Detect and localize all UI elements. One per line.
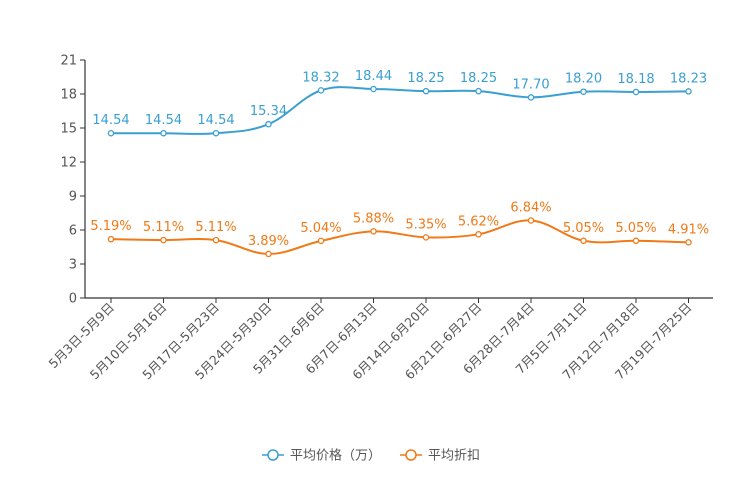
data-point bbox=[370, 228, 377, 235]
y-tick-label: 18 bbox=[60, 88, 77, 103]
data-point bbox=[160, 129, 167, 137]
data-label: 18.44 bbox=[355, 69, 392, 84]
data-point bbox=[685, 239, 692, 246]
data-point bbox=[212, 236, 220, 244]
legend-marker-1 bbox=[405, 449, 417, 461]
data-point bbox=[527, 94, 535, 101]
data-point bbox=[107, 129, 115, 137]
data-point bbox=[475, 87, 482, 95]
data-point bbox=[265, 120, 272, 128]
data-point bbox=[422, 87, 430, 95]
data-label: 3.89% bbox=[248, 234, 289, 249]
data-label: 18.18 bbox=[617, 72, 654, 87]
y-tick-label: 21 bbox=[60, 54, 77, 69]
data-point bbox=[212, 129, 220, 137]
data-label: 5.05% bbox=[563, 221, 604, 236]
data-label: 17.70 bbox=[512, 77, 549, 92]
data-label: 14.54 bbox=[197, 113, 234, 128]
data-point bbox=[527, 217, 535, 224]
data-label: 15.34 bbox=[250, 104, 287, 119]
data-label: 5.35% bbox=[405, 217, 446, 232]
series-line-1 bbox=[110, 219, 689, 255]
data-label: 4.91% bbox=[668, 222, 709, 237]
data-label: 5.62% bbox=[458, 214, 499, 229]
data-point bbox=[580, 88, 587, 95]
legend-label-0: 平均价格（万） bbox=[290, 448, 381, 464]
data-point bbox=[475, 231, 482, 238]
legend: 平均价格（万） 平均折扣 bbox=[262, 448, 480, 464]
y-tick-label: 15 bbox=[60, 122, 77, 137]
data-label: 5.11% bbox=[195, 220, 236, 235]
data-label: 18.25 bbox=[407, 71, 444, 86]
y-tick-label: 12 bbox=[60, 156, 77, 171]
data-label: 18.32 bbox=[302, 70, 339, 85]
data-label: 14.54 bbox=[145, 113, 182, 128]
data-label: 18.23 bbox=[670, 71, 707, 86]
data-label: 6.84% bbox=[510, 200, 551, 215]
y-tick-label: 9 bbox=[69, 190, 77, 205]
legend-marker-0 bbox=[267, 449, 279, 461]
data-label: 18.25 bbox=[460, 71, 497, 86]
data-point bbox=[160, 236, 167, 244]
y-tick-label: 3 bbox=[69, 258, 77, 273]
data-label: 5.88% bbox=[353, 211, 394, 226]
data-label: 5.05% bbox=[615, 221, 656, 236]
data-label: 5.04% bbox=[300, 221, 341, 236]
data-point bbox=[107, 235, 115, 243]
y-tick-label: 0 bbox=[69, 292, 77, 307]
data-point bbox=[317, 237, 325, 245]
data-point bbox=[632, 88, 640, 96]
data-point bbox=[370, 85, 377, 93]
data-point bbox=[632, 237, 640, 245]
data-point bbox=[580, 237, 587, 245]
data-label: 5.11% bbox=[143, 220, 184, 235]
y-tick-label: 6 bbox=[69, 224, 77, 239]
data-point bbox=[317, 87, 325, 94]
data-label: 5.19% bbox=[90, 219, 131, 234]
data-point bbox=[422, 234, 430, 241]
data-point bbox=[265, 250, 272, 258]
legend-label-1: 平均折扣 bbox=[428, 449, 480, 464]
data-label: 18.20 bbox=[565, 72, 602, 87]
series-line-0 bbox=[110, 86, 689, 135]
data-label: 14.54 bbox=[92, 113, 129, 128]
data-point bbox=[685, 88, 692, 95]
